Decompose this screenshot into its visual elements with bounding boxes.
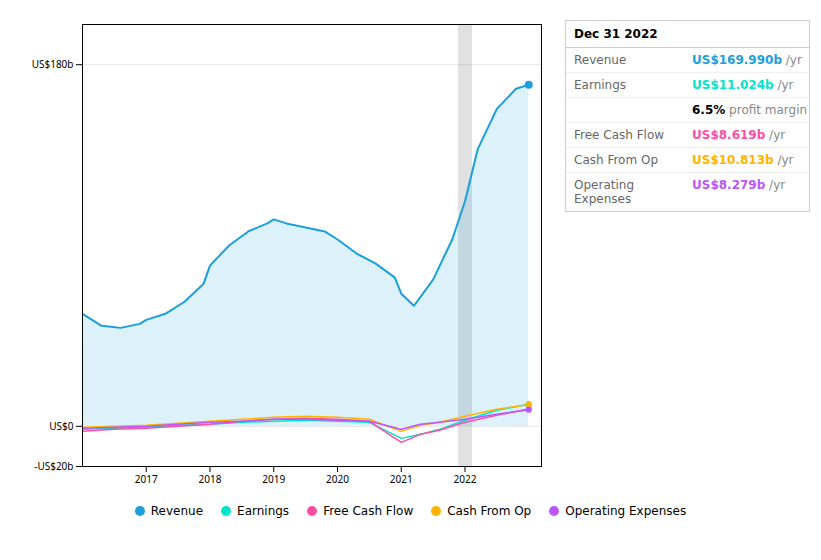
svg-text:2021: 2021 <box>390 472 413 486</box>
html-text:Operating Expenses: Operating Expenses <box>565 504 687 518</box>
svg-text:2017: 2017 <box>135 472 158 486</box>
html-text:Free Cash Flow: Free Cash Flow <box>574 128 665 142</box>
html-text:Dec 31 2022: Dec 31 2022 <box>574 27 658 41</box>
svg-text:-US$20b: -US$20b <box>34 459 73 473</box>
svg-text:2018: 2018 <box>199 472 222 486</box>
html-text:Free Cash Flow: Free Cash Flow <box>323 504 414 518</box>
html-text:Cash From Op: Cash From Op <box>447 504 532 518</box>
html-text:Earnings: Earnings <box>574 78 627 92</box>
svg-text:2022: 2022 <box>454 472 477 486</box>
svg-text:2020: 2020 <box>326 472 349 486</box>
html-text:Operating Expenses: Operating Expenses <box>574 178 634 206</box>
svg-text:2019: 2019 <box>262 472 285 486</box>
html-text:Earnings: Earnings <box>237 504 290 518</box>
html-text:US$169.990b /yr: US$169.990b /yr <box>692 53 802 67</box>
html-text:US$8.279b /yr: US$8.279b /yr <box>692 178 786 192</box>
html-text:US$10.813b /yr: US$10.813b /yr <box>692 153 794 167</box>
html-text:6.5% profit margin: 6.5% profit margin <box>692 103 808 117</box>
html-text:Revenue: Revenue <box>574 53 627 67</box>
svg-text:US$180b: US$180b <box>32 57 74 71</box>
html-text:US$11.024b /yr: US$11.024b /yr <box>692 78 794 92</box>
html-text:Revenue: Revenue <box>150 504 203 518</box>
html-text:Cash From Op: Cash From Op <box>574 153 658 167</box>
svg-text:US$0: US$0 <box>49 419 74 433</box>
html-text:US$8.619b /yr: US$8.619b /yr <box>692 128 786 142</box>
